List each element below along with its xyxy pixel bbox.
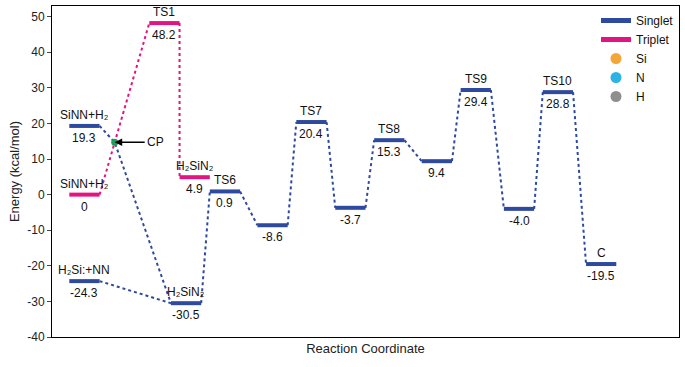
svg-text:TS10: TS10 [543,74,572,88]
svg-text:-30: -30 [27,295,45,309]
svg-text:-4.0: -4.0 [509,214,530,228]
svg-text:-19.5: -19.5 [587,269,615,283]
svg-text:SiNN+H₂: SiNN+H₂ [60,177,109,191]
svg-text:TS9: TS9 [465,72,487,86]
svg-text:TS8: TS8 [378,122,400,136]
svg-text:-3.7: -3.7 [340,213,361,227]
svg-text:-40: -40 [27,330,45,344]
svg-text:Singlet: Singlet [636,14,673,28]
svg-text:Si: Si [636,52,647,66]
svg-text:-30.5: -30.5 [172,308,200,322]
svg-text:20: 20 [31,117,45,131]
svg-text:-10: -10 [27,223,45,237]
svg-text:H₂SiN₂: H₂SiN₂ [176,159,214,173]
svg-text:29.4: 29.4 [464,95,488,109]
svg-text:TS1: TS1 [153,5,175,19]
svg-text:H: H [636,90,645,104]
svg-text:SiNN+H₂: SiNN+H₂ [60,108,109,122]
svg-text:10: 10 [31,152,45,166]
svg-text:CP: CP [147,135,164,149]
svg-text:Triplet: Triplet [636,33,670,47]
svg-text:N: N [636,71,645,85]
svg-text:TS7: TS7 [300,104,322,118]
svg-text:15.3: 15.3 [377,145,401,159]
svg-text:C: C [597,246,606,260]
svg-text:9.4: 9.4 [428,166,445,180]
svg-text:4.9: 4.9 [186,182,203,196]
svg-text:-20: -20 [27,259,45,273]
svg-text:-8.6: -8.6 [262,230,283,244]
svg-text:28.8: 28.8 [546,97,570,111]
svg-text:19.3: 19.3 [72,131,96,145]
svg-text:0.9: 0.9 [216,196,233,210]
svg-text:20.4: 20.4 [299,127,323,141]
svg-text:48.2: 48.2 [152,28,176,42]
svg-text:H₂SiN₂: H₂SiN₂ [167,285,205,299]
svg-text:Energy (kcal/mol): Energy (kcal/mol) [7,121,22,222]
svg-text:40: 40 [31,45,45,59]
svg-text:Reaction Coordinate: Reaction Coordinate [306,341,425,356]
svg-text:50: 50 [31,10,45,24]
svg-text:0: 0 [81,200,88,214]
svg-text:30: 30 [31,81,45,95]
svg-text:H₂Si:+NN: H₂Si:+NN [58,263,110,277]
svg-text:TS6: TS6 [214,173,236,187]
svg-text:-24.3: -24.3 [70,286,98,300]
svg-text:0: 0 [38,188,45,202]
